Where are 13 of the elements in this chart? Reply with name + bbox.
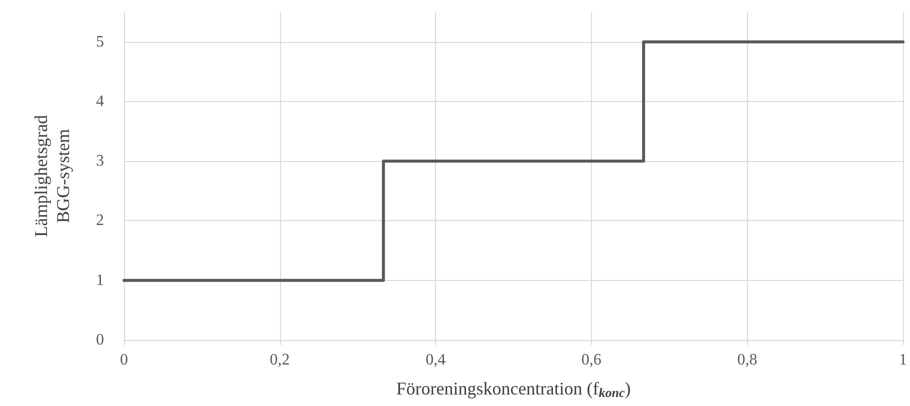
- y-axis-title: Lämplighetsgrad BGG-system: [31, 115, 73, 237]
- y-tick-label: 5: [96, 33, 104, 50]
- y-tick-label: 0: [96, 332, 104, 348]
- x-tick-label: 0,8: [737, 352, 758, 368]
- y-tick-label: 2: [96, 212, 104, 230]
- x-tick-label: 0: [120, 352, 128, 368]
- x-tick-label: 1: [899, 352, 907, 368]
- x-tick-label: 0,2: [270, 352, 290, 368]
- y-tick-label: 4: [96, 92, 104, 110]
- y-tick-label: 1: [96, 272, 104, 289]
- y-tick-label: 3: [96, 152, 104, 170]
- x-tick-label: 0,6: [581, 352, 602, 368]
- x-tick-label: 0,4: [426, 352, 446, 368]
